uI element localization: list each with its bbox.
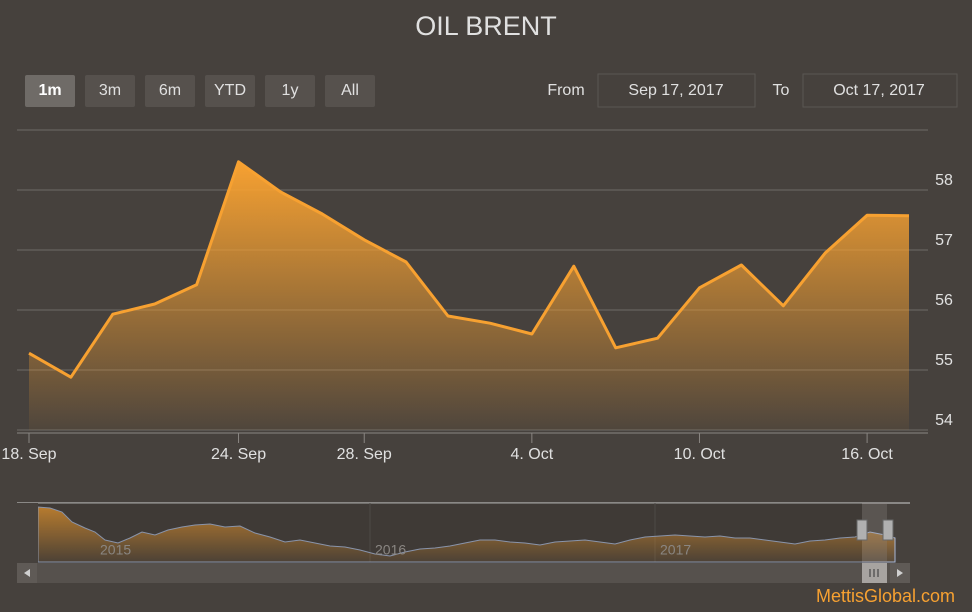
to-input[interactable] xyxy=(802,73,958,108)
watermark: MettisGlobal.com xyxy=(816,586,955,606)
navigator-mask xyxy=(38,503,862,563)
button-label[interactable]: 6m xyxy=(159,82,181,99)
x-tick-label: 4. Oct xyxy=(511,446,554,463)
scroll-grip xyxy=(869,569,879,577)
navigator-mask xyxy=(17,503,38,563)
button-label[interactable]: 1y xyxy=(282,82,299,99)
button-label[interactable]: 1m xyxy=(38,82,61,99)
navigator-label: 2016 xyxy=(375,542,406,558)
y-tick-label: 57 xyxy=(935,232,953,249)
from-input[interactable] xyxy=(597,73,756,108)
button-bg[interactable] xyxy=(325,75,375,107)
scroll-arrow xyxy=(897,569,903,577)
area xyxy=(29,161,909,431)
range-button[interactable]: YTD xyxy=(205,75,255,107)
range-button[interactable]: 1y xyxy=(265,75,315,107)
button-bg[interactable] xyxy=(25,75,75,107)
y-tick-label: 58 xyxy=(935,172,953,189)
chart-title: OIL BRENT xyxy=(415,11,557,41)
navigator-handle[interactable] xyxy=(856,519,868,541)
line xyxy=(28,160,910,379)
button-bg[interactable] xyxy=(85,75,135,107)
button-bg[interactable] xyxy=(145,75,195,107)
navigator-handle[interactable] xyxy=(882,519,894,541)
y-tick-label: 56 xyxy=(935,292,953,309)
range-button[interactable]: 6m xyxy=(145,75,195,107)
to-label: To xyxy=(773,82,790,99)
navigator-series xyxy=(37,506,896,563)
x-tick-label: 16. Oct xyxy=(841,446,893,463)
range-button[interactable]: All xyxy=(325,75,375,107)
x-tick-label: 28. Sep xyxy=(337,446,392,463)
y-tick-label: 55 xyxy=(935,352,953,369)
navigator: 2015 2016 2017 xyxy=(17,502,910,583)
navigator-label: 2017 xyxy=(660,542,691,558)
range-buttons: 1m 3m 6m YTD 1y All xyxy=(25,75,375,107)
scrollbar-track[interactable] xyxy=(17,563,910,583)
button-label[interactable]: 3m xyxy=(99,82,121,99)
plot: 54 55 56 57 58 18. Sep 24. Sep 28. Sep 4. Oct 10.… xyxy=(1,160,953,463)
x-tick-label: 10. Oct xyxy=(674,446,726,463)
scroll-arrow xyxy=(24,569,30,577)
y-tick-label: 54 xyxy=(935,412,953,429)
from-date[interactable]: Sep 17, 2017 xyxy=(628,82,723,99)
range-button[interactable]: 3m xyxy=(85,75,135,107)
range-button[interactable]: 1m xyxy=(25,75,75,107)
x-tick-label: 18. Sep xyxy=(1,446,56,463)
from-label: From xyxy=(547,82,584,99)
button-bg[interactable] xyxy=(265,75,315,107)
button-label[interactable]: YTD xyxy=(214,82,246,99)
button-label[interactable]: All xyxy=(341,82,359,99)
button-bg[interactable] xyxy=(205,75,255,107)
x-tick-label: 24. Sep xyxy=(211,446,266,463)
navigator-label: 2015 xyxy=(100,542,131,558)
to-date[interactable]: Oct 17, 2017 xyxy=(833,82,925,99)
